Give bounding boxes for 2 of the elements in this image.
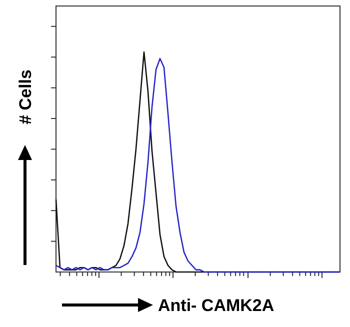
- x-axis-title: Anti- CAMK2A: [158, 296, 274, 315]
- y-axis-title: # Cells: [16, 70, 35, 124]
